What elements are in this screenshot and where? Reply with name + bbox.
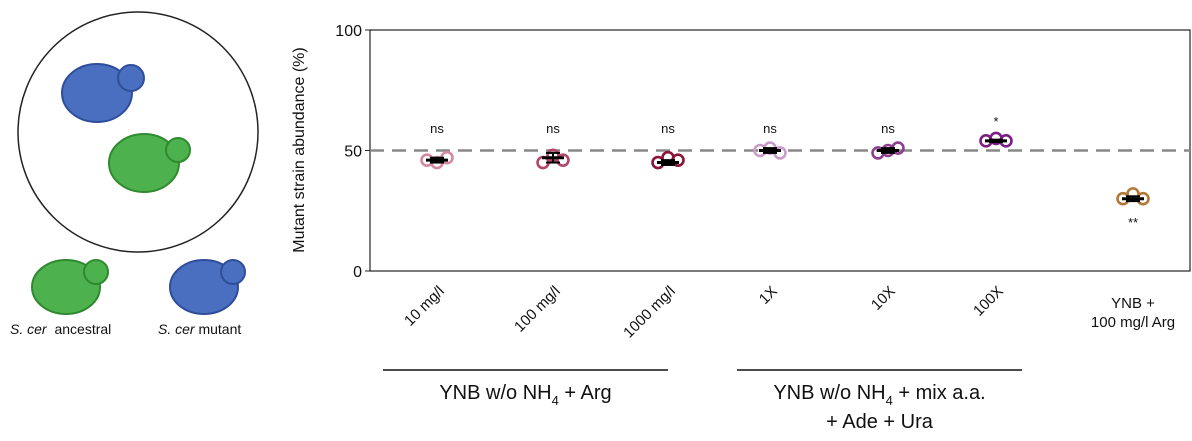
illustration: S. cer ancestral S. cer mutant (10, 11, 259, 337)
mutant-cell-legend (169, 259, 246, 315)
x-tick-label: YNB + 100 mg/l Arg (1090, 295, 1176, 331)
x-tick-label: 100 mg/l (511, 283, 564, 336)
group-label-rest: + Arg (559, 382, 612, 404)
x-tick-label-box: YNB + 100 mg/l Arg (1090, 295, 1176, 331)
significance-label: ** (1128, 215, 1138, 230)
group-label-subscript: 4 (886, 393, 893, 408)
group-label-text: YNB w/o NH (439, 382, 551, 404)
group-label-subscript: 4 (552, 393, 559, 408)
x-tick-label: 1X (756, 283, 781, 308)
significance-label: ns (546, 121, 560, 136)
group-label-line2: + Ade + Ura (826, 411, 934, 433)
culture-well (17, 11, 259, 253)
x-tick-label: 10 mg/l (401, 283, 448, 330)
ancestral-cell (108, 133, 191, 193)
ancestral-cell-legend (31, 259, 109, 315)
significance-label: * (993, 114, 998, 129)
group-label: YNB w/o NH4 + mix a.a. (773, 382, 985, 408)
y-tick-label: 0 (353, 264, 362, 281)
significance-label: ns (881, 121, 895, 136)
y-tick-label: 50 (344, 144, 362, 161)
mutant-cell (61, 63, 145, 123)
group-label: YNB w/o NH4 + Arg (439, 382, 611, 408)
y-tick-label: 100 (335, 23, 362, 40)
mutant-label: S. cer mutant (158, 321, 241, 337)
significance-label: ns (430, 121, 444, 136)
x-tick-label: 1000 mg/l (620, 283, 679, 342)
significance-label: ns (661, 121, 675, 136)
y-axis-label: Mutant strain abundance (%) (291, 47, 308, 252)
group-label-rest: + mix a.a. (893, 382, 986, 404)
x-tick-label: 10X (868, 283, 899, 314)
replicate-point (556, 153, 570, 167)
ancestral-label: S. cer ancestral (10, 321, 111, 337)
group-label-text: YNB w/o NH (773, 382, 885, 404)
x-tick-label: 100X (970, 283, 1007, 320)
significance-label: ns (763, 121, 777, 136)
